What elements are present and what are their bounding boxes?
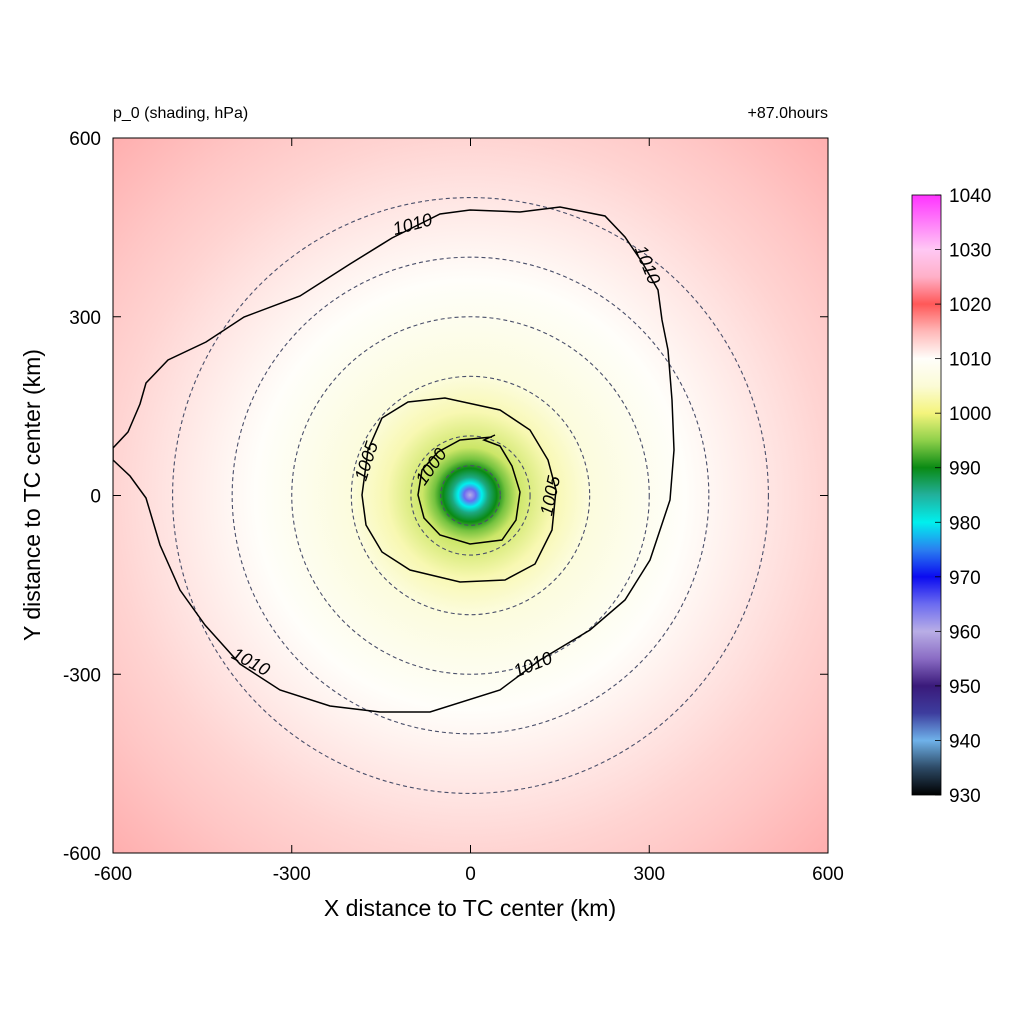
colorbar-tick-label: 1020 [949,295,991,316]
colorbar-tick-label: 1010 [949,350,991,371]
colorbar-tick-label: 970 [949,568,981,589]
range-ring-300km [291,316,650,675]
title-left: p_0 (shading, hPa) [113,105,248,122]
x-tick-label: -600 [94,864,132,885]
y-tick-label: -600 [63,844,101,865]
colorbar [911,194,942,796]
y-tick-label: 300 [69,308,101,329]
pressure-field [113,138,828,853]
x-tick-label: 0 [465,864,476,885]
range-ring-100km [410,435,531,556]
x-axis-title: X distance to TC center (km) [324,895,616,921]
y-axis: -600 -300 0 300 600 [63,129,828,865]
y-axis-title: Y distance to TC center (km) [19,349,45,641]
contour-1000 [417,434,521,545]
x-tick-label: 600 [812,864,844,885]
contour-1005 [361,397,557,583]
colorbar-tick-label: 1040 [949,186,991,207]
colorbar-tick-label: 1030 [949,241,991,262]
range-ring-400km [231,256,710,735]
contour-1010 [113,206,675,713]
title-right: +87.0hours [747,105,828,122]
range-ring-50km [440,465,501,526]
x-tick-label: -300 [273,864,311,885]
colorbar-ticks: 930 940 950 960 970 980 990 1000 1010 1020 1030 104… [935,186,991,807]
colorbar-tick-label: 940 [949,731,981,752]
colorbar-tick-label: 960 [949,622,981,643]
colorbar-tick-label: 990 [949,459,981,480]
range-ring-200km [350,375,591,616]
x-axis: -600 -300 0 300 600 [94,138,844,885]
y-tick-label: -300 [63,665,101,686]
range-ring-500km [172,197,769,794]
colorbar-tick-label: 950 [949,677,981,698]
y-tick-label: 600 [69,129,101,150]
plot-area: 1010 1010 1010 1010 1005 1005 1000 [113,138,828,853]
range-rings [172,197,769,794]
colorbar-tick-label: 1000 [949,404,991,425]
y-tick-label: 0 [90,487,101,508]
x-tick-label: 300 [633,864,665,885]
colorbar-tick-label: 980 [949,513,981,534]
colorbar-tick-label: 930 [949,786,981,807]
